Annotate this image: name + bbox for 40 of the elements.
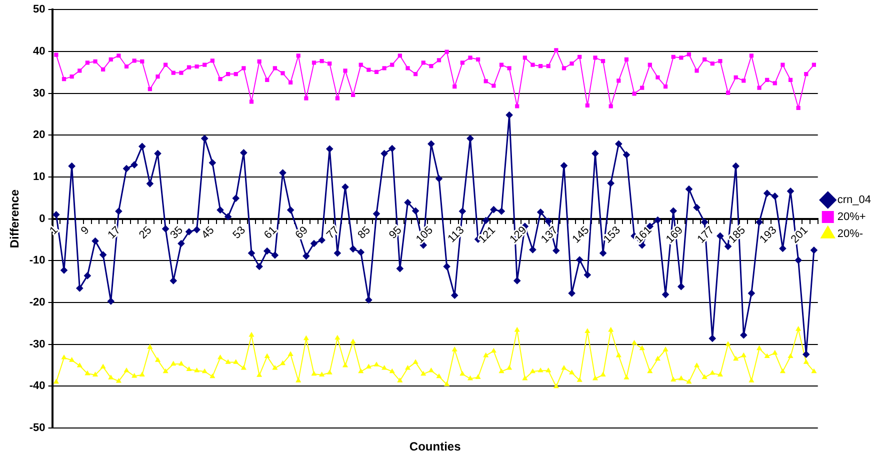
x-tick-label: 45 [200,224,217,242]
x-axis-title: Counties [409,439,462,454]
x-tick-label: 129 [508,224,530,246]
x-tick-label: 153 [601,224,623,246]
y-tick-label: 50 [33,4,46,16]
x-tick-label: 85 [356,224,373,242]
x-tick-label: 113 [446,224,467,246]
y-tick-label: -30 [29,338,46,350]
x-tick-label: 53 [230,224,248,242]
x-tick-label: 77 [324,224,342,242]
y-tick-label: 0 [39,212,46,225]
x-tick-label: 69 [293,224,310,242]
legend-label: 20%+ [837,211,866,224]
x-tick-label: 185 [726,224,748,246]
x-tick-label: 177 [695,224,717,246]
y-tick-label: -50 [29,422,46,434]
y-tick-label: -20 [29,296,46,309]
x-tick-label: 169 [664,224,686,246]
y-tick-label: -40 [29,380,46,392]
x-tick-label: 35 [168,224,186,242]
x-tick-label: 9 [78,224,92,238]
y-tick-label: -10 [29,254,46,267]
legend-label: 20%- [837,228,864,240]
y-tick-label: 40 [33,45,46,58]
y-tick-label: 20 [33,129,46,142]
y-tick-label: 30 [33,87,46,100]
x-tick-label: 105 [414,224,436,246]
legend-label: crn_04 [837,194,872,206]
y-tick-label: 10 [33,170,46,183]
y-axis-title: Difference [8,189,22,248]
x-tick-label: 17 [106,224,123,242]
x-tick-label: 61 [262,224,280,242]
x-tick-label: 201 [788,224,810,246]
x-tick-label: 121 [476,224,498,246]
x-tick-label: 25 [137,224,154,242]
x-tick-label: 95 [387,224,404,242]
x-tick-label: 145 [570,224,592,246]
x-tick-label: 137 [538,224,560,246]
x-tick-label: 161 [632,224,654,246]
x-tick-label: 193 [758,224,780,246]
